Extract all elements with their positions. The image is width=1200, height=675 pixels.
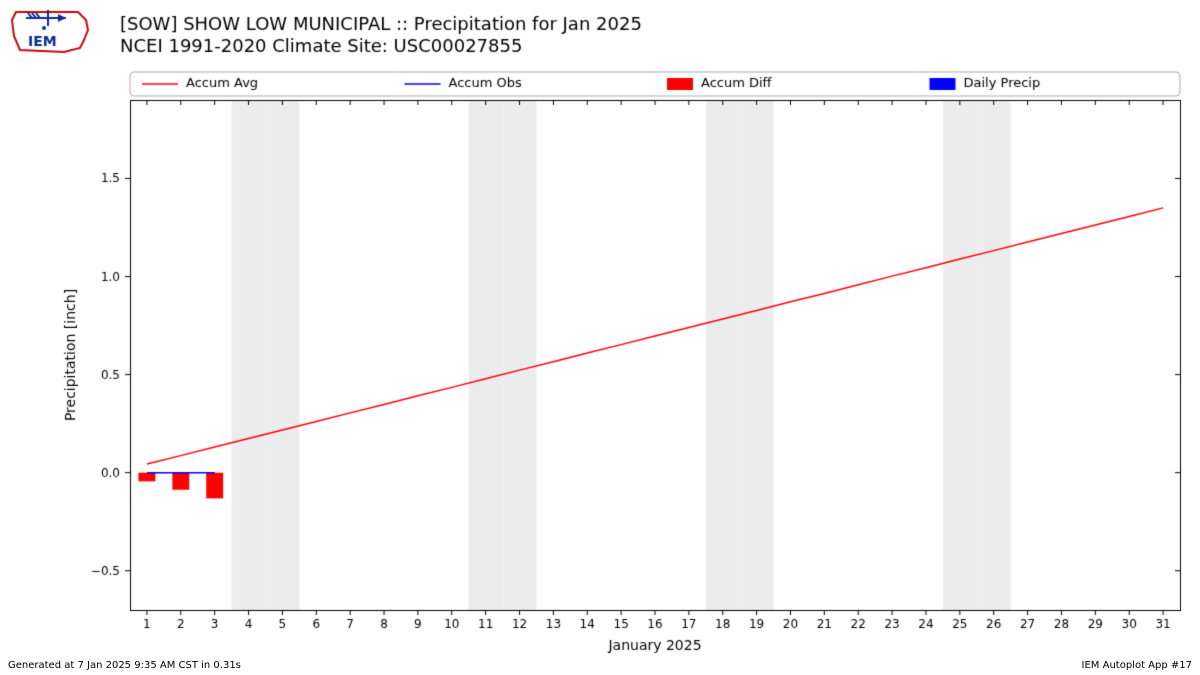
precip-chart (0, 0, 1200, 675)
footer-appid: IEM Autoplot App #17 (1082, 660, 1192, 671)
footer-generated: Generated at 7 Jan 2025 9:35 AM CST in 0… (8, 660, 241, 671)
